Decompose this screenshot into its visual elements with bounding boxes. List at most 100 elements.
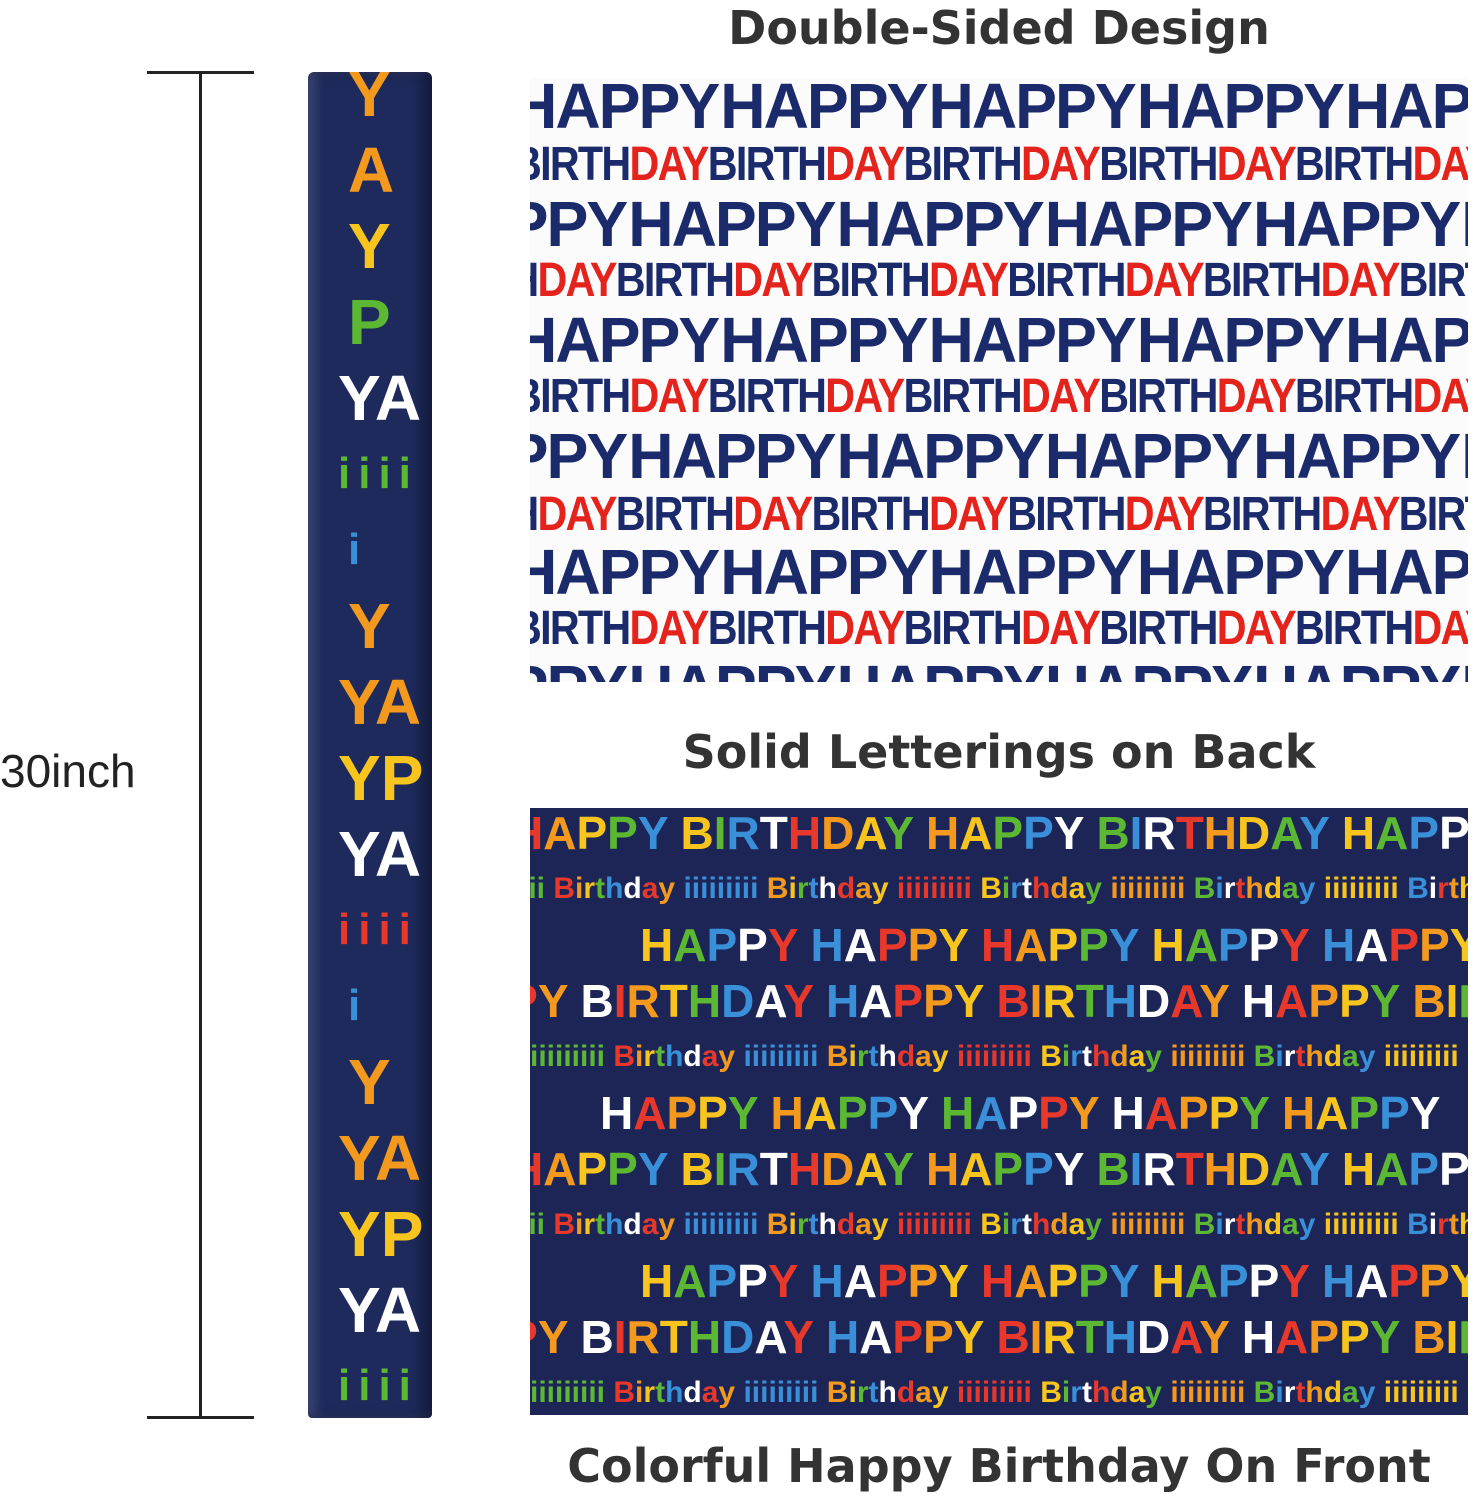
back-side-pattern: HAPPYHAPPYHAPPYHAPPYHAPPYHAPPYBIRTHDAYBI… [530, 78, 1468, 682]
pattern-word-happy: HAPPY [628, 652, 836, 682]
pattern-word-happy: HAPPY [1136, 536, 1345, 608]
front-word-birthday-small: Birthday [826, 1376, 949, 1409]
front-word-happy: HAPPY [640, 1255, 798, 1307]
front-word-happy: HAPPY [810, 1255, 969, 1307]
front-word-birthday-small: Birthday [826, 1040, 949, 1073]
front-word-birthday-small: Birthday [613, 1040, 736, 1073]
pattern-word-happy: HAPPY [628, 420, 836, 492]
candles-icon: iiiiiiiii [896, 872, 981, 905]
front-word-happy: HAPPY [1111, 1087, 1270, 1139]
pattern-word-birth: BIRTH [530, 602, 631, 655]
pattern-word-birth: BIRTH [1099, 138, 1218, 191]
front-word-happy: HAPPY [980, 1255, 1139, 1307]
front-word-happy: HAPPY [810, 919, 969, 971]
candles-icon: iiiiiiiii [1170, 1376, 1254, 1409]
front-word-birthday-small: Birthday [1040, 1376, 1162, 1409]
roll-lettering: iiii [338, 449, 419, 498]
pattern-word-happy: HAPPY [928, 536, 1137, 608]
front-word-birthday: BIRTHDAY [996, 975, 1230, 1027]
pattern-row: HAPPYHAPPYHAPPYHAPPYHAPPYHAPPY [530, 192, 1468, 256]
roll-lettering: i [348, 525, 369, 574]
front-word-birthday: BIRTHDAY [1412, 975, 1468, 1027]
front-pattern-row: HAPPY BIRTHDAY HAPPY BIRTHDAY HAPPY BIRT… [530, 976, 1468, 1026]
front-word-happy: HAPPY [940, 1087, 1099, 1139]
roll-lettering: YA [338, 362, 422, 434]
caption-solid-letterings: Solid Letterings on Back [682, 725, 1316, 779]
front-word-happy: HAPPY [1341, 808, 1468, 859]
pattern-word-happy: HAPPY [1345, 304, 1468, 376]
front-word-birthday-small: Birthday [1407, 872, 1468, 905]
pattern-word-day: DAY [1216, 370, 1297, 423]
front-pattern-row: HAPPY HAPPY HAPPY HAPPY HAPPY [600, 1088, 1440, 1138]
roll-lettering: P [348, 286, 391, 358]
roll-lettering: YP [338, 1198, 424, 1270]
candles-icon: iiiiiiiii [743, 1376, 827, 1409]
front-word-happy: HAPPY [825, 1311, 984, 1363]
pattern-word-happy: HAPPY [1461, 652, 1468, 682]
roll-lettering: YA [338, 1274, 422, 1346]
pattern-word-birth: BIRTH [811, 488, 930, 541]
front-word-birthday-small: Birthday [1467, 1040, 1468, 1073]
front-word-birthday: BIRTHDAY [680, 808, 914, 859]
front-word-happy: HAPPY [980, 919, 1139, 971]
pattern-word-birth: BIRTH [1007, 254, 1126, 307]
front-word-happy: HAPPY [925, 808, 1084, 859]
candles-icon: iiiiiiiii [530, 872, 546, 905]
front-word-happy: HAPPY [600, 1087, 758, 1139]
front-word-birthday-small: Birthday [766, 872, 889, 905]
front-word-happy: HAPPY [925, 1143, 1084, 1195]
pattern-word-day: DAY [928, 488, 1009, 541]
pattern-row: BIRTHDAYBIRTHDAYBIRTHDAYBIRTHDAYBIRTHDAY… [530, 486, 1468, 544]
pattern-word-day: DAY [1320, 254, 1400, 307]
front-word-birthday-small: Birthday [1253, 1040, 1376, 1073]
pattern-word-happy: HAPPY [530, 652, 628, 682]
candles-icon: iiiiiiiii [1170, 1040, 1254, 1073]
pattern-word-birth: BIRTH [707, 370, 827, 423]
roll-lettering: i [348, 981, 369, 1030]
front-word-happy: HAPPY [530, 808, 668, 859]
pattern-word-birth: BIRTH [615, 254, 735, 307]
pattern-word-day: DAY [825, 138, 905, 191]
candles-icon: iiiiiiiii [896, 1208, 981, 1241]
roll-lettering: YP [338, 742, 424, 814]
front-word-birthday-small: Birthday [766, 1208, 889, 1241]
candles-icon: iiiiiiiii [1383, 1040, 1468, 1073]
pattern-word-day: DAY [629, 138, 710, 191]
candles-icon: iiiiiiiii [530, 1040, 614, 1073]
pattern-word-birth: BIRTH [1398, 254, 1468, 307]
pattern-word-happy: HAPPY [530, 420, 628, 492]
front-pattern-row: iiiiiiiii Birthday iiiiiiiii Birthday ii… [530, 1032, 1468, 1082]
front-pattern-row: iiiiiiiii Birthday iiiiiiiii Birthday ii… [530, 1368, 1468, 1415]
pattern-word-birth: BIRTH [1099, 602, 1218, 655]
pattern-row: BIRTHDAYBIRTHDAYBIRTHDAYBIRTHDAYBIRTHDAY… [530, 368, 1468, 426]
front-word-happy: HAPPY [1321, 1255, 1468, 1307]
front-word-happy: HAPPY [1321, 919, 1468, 971]
front-pattern-row: iiiiiiiii Birthday iiiiiiiii Birthday ii… [530, 864, 1468, 914]
pattern-row: BIRTHDAYBIRTHDAYBIRTHDAYBIRTHDAYBIRTHDAY… [530, 252, 1468, 310]
pattern-word-day: DAY [1412, 138, 1468, 191]
pattern-word-day: DAY [1412, 602, 1468, 655]
pattern-word-happy: HAPPY [836, 420, 1045, 492]
front-word-happy: HAPPY [770, 1087, 929, 1139]
pattern-word-birth: BIRTH [903, 370, 1022, 423]
front-pattern-row: HAPPY BIRTHDAY HAPPY BIRTHDAY HAPPY BIRT… [530, 1144, 1468, 1194]
pattern-word-birth: BIRTH [707, 602, 827, 655]
caption-double-sided: Double-Sided Design [728, 1, 1270, 55]
pattern-word-happy: HAPPY [1253, 420, 1461, 492]
pattern-word-happy: HAPPY [1345, 536, 1468, 608]
pattern-word-happy: HAPPY [928, 304, 1137, 376]
pattern-word-birth: BIRTH [1398, 488, 1468, 541]
pattern-word-day: DAY [825, 370, 905, 423]
pattern-row: HAPPYHAPPYHAPPYHAPPYHAPPYHAPPY [530, 308, 1468, 372]
pattern-word-day: DAY [629, 370, 710, 423]
roll-lettering: YA [338, 818, 422, 890]
pattern-word-happy: HAPPY [530, 78, 720, 142]
roll-lettering: iiii [338, 1361, 419, 1410]
front-word-birthday: BIRTHDAY [580, 1311, 814, 1363]
pattern-word-day: DAY [1124, 488, 1205, 541]
pattern-word-birth: BIRTH [1007, 488, 1126, 541]
roll-lettering: Y [348, 590, 391, 662]
roll-lettering: Y [348, 210, 391, 282]
pattern-row: HAPPYHAPPYHAPPYHAPPYHAPPYHAPPY [530, 424, 1468, 488]
pattern-word-happy: HAPPY [837, 652, 1045, 682]
